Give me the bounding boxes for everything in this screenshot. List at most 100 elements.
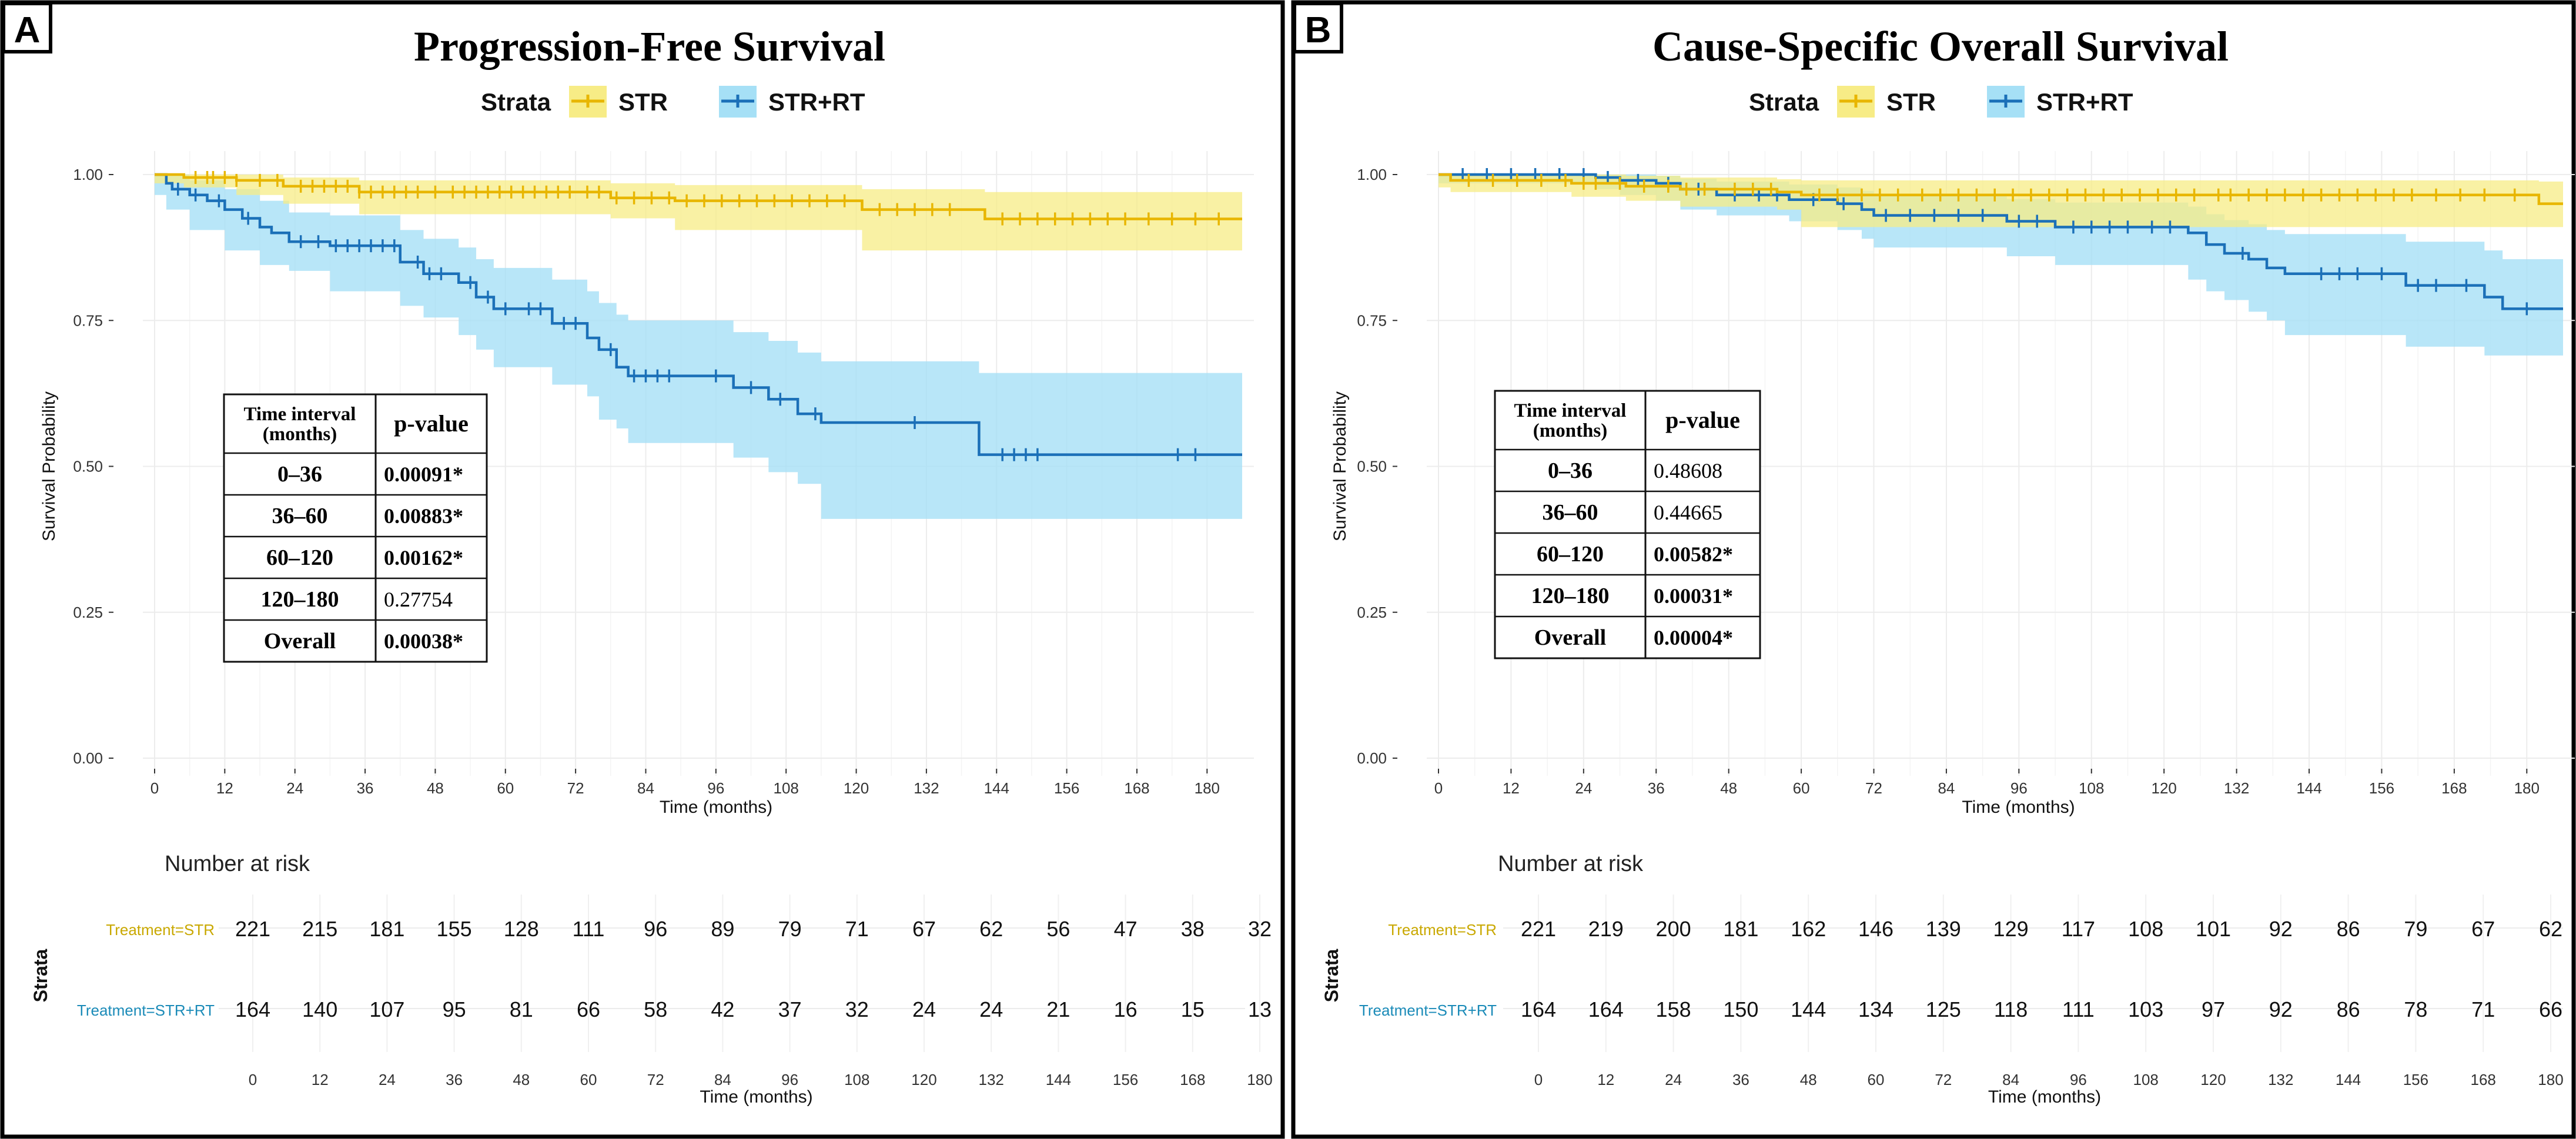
risk-x-tick-label: 108 — [2133, 1071, 2159, 1088]
pvalue-interval: 36–60 — [272, 504, 328, 528]
x-tick-label: 36 — [1648, 779, 1665, 797]
risk-x-tick-label: 108 — [844, 1071, 869, 1088]
risk-count: 32 — [845, 997, 869, 1021]
risk-x-tick-label: 120 — [911, 1071, 936, 1088]
pvalue-header-interval-unit: (months) — [1533, 420, 1608, 441]
risk-x-tick-label: 180 — [2538, 1071, 2563, 1088]
x-axis-label: Time (months) — [1962, 798, 2075, 817]
y-tick-label: 0.25 — [1357, 604, 1387, 621]
risk-count: 118 — [1994, 997, 2028, 1021]
risk-count: 79 — [2404, 917, 2427, 941]
risk-count: 103 — [2128, 997, 2163, 1021]
risk-x-tick-label: 36 — [1732, 1071, 1749, 1088]
risk-table-title: Number at risk — [165, 852, 310, 876]
legend-item-str: STR — [569, 86, 668, 118]
y-axis-label: Survival Probability — [39, 391, 59, 541]
risk-x-tick-label: 156 — [1113, 1071, 1138, 1088]
risk-count: 16 — [1114, 997, 1138, 1021]
x-tick-label: 72 — [567, 779, 584, 797]
y-tick-label: 0.00 — [73, 749, 103, 767]
risk-count: 181 — [1723, 917, 1758, 941]
risk-count: 38 — [1181, 917, 1205, 941]
x-tick-label: 180 — [1195, 779, 1220, 797]
pvalue-interval: Overall — [1534, 625, 1606, 650]
risk-count: 21 — [1046, 997, 1070, 1021]
panel-border — [1291, 0, 2576, 1139]
x-tick-label: 120 — [2151, 779, 2176, 797]
legend-label-strrt: STR+RT — [768, 88, 865, 116]
x-tick-label: 120 — [844, 779, 869, 797]
risk-count: 125 — [1926, 997, 1961, 1021]
risk-count: 128 — [504, 917, 539, 941]
y-tick-label: 1.00 — [73, 166, 103, 183]
risk-x-tick-label: 96 — [781, 1071, 798, 1088]
x-tick-label: 60 — [1793, 779, 1810, 797]
risk-count: 129 — [1993, 917, 2029, 941]
x-tick-label: 48 — [1720, 779, 1737, 797]
pvalue-value: 0.27754 — [384, 588, 453, 611]
panel-a: A Progression-Free Survival Strata STR STR+R… — [0, 0, 1285, 1139]
pvalue-value: 0.44665 — [1654, 501, 1722, 524]
risk-table-y-label: Strata — [30, 949, 51, 1002]
risk-count: 24 — [912, 997, 936, 1021]
risk-table-y-label: Strata — [1321, 949, 1342, 1002]
survival-curve-str — [1438, 173, 2563, 205]
x-tick-label: 144 — [2296, 779, 2321, 797]
legend-item-str: STR — [1837, 86, 1936, 118]
risk-count: 92 — [2269, 997, 2293, 1021]
risk-count: 67 — [912, 917, 936, 941]
risk-count: 86 — [2337, 917, 2360, 941]
y-tick-label: 1.00 — [1357, 166, 1387, 183]
risk-count: 221 — [235, 917, 270, 941]
series-str — [155, 170, 1242, 226]
x-tick-label: 96 — [707, 779, 724, 797]
x-tick-label: 132 — [2224, 779, 2249, 797]
risk-count: 144 — [1791, 997, 1826, 1021]
risk-x-tick-label: 96 — [2070, 1071, 2087, 1088]
pvalue-interval: 60–120 — [266, 545, 333, 570]
risk-x-tick-label: 48 — [513, 1071, 530, 1088]
risk-x-tick-label: 60 — [1868, 1071, 1885, 1088]
pvalue-value: 0.00582* — [1654, 542, 1733, 566]
risk-count: 164 — [1588, 997, 1624, 1021]
risk-count: 81 — [510, 997, 533, 1021]
risk-count: 158 — [1656, 997, 1691, 1021]
y-tick-label: 0.50 — [73, 458, 103, 475]
risk-table: Number at risk Treatment=STR 221 215 181 155 1… — [30, 852, 1273, 1107]
risk-x-axis-label: Time (months) — [1988, 1087, 2101, 1107]
risk-count: 13 — [1248, 997, 1272, 1021]
risk-count: 150 — [1723, 997, 1758, 1021]
risk-count: 200 — [1656, 917, 1691, 941]
risk-x-tick-label: 48 — [1800, 1071, 1817, 1088]
pvalue-header-interval-unit: (months) — [263, 424, 337, 445]
x-tick-label: 0 — [1434, 779, 1443, 797]
risk-count: 146 — [1858, 917, 1893, 941]
risk-count: 221 — [1521, 917, 1556, 941]
risk-count: 96 — [644, 917, 667, 941]
risk-count: 42 — [711, 997, 734, 1021]
pvalue-interval: Overall — [264, 629, 336, 654]
chart-title: Cause-Specific Overall Survival — [1652, 23, 2229, 70]
x-tick-label: 168 — [1124, 779, 1149, 797]
legend-item-strrt: STR+RT — [719, 86, 865, 118]
legend-label-str: STR — [1886, 88, 1936, 116]
risk-count: 108 — [2128, 917, 2163, 941]
pvalue-interval: 120–180 — [1531, 584, 1610, 608]
y-axis: 0.00 0.25 0.50 0.75 1.00 Survival Probability — [1330, 166, 1397, 767]
risk-count: 78 — [2404, 997, 2427, 1021]
risk-x-tick-label: 84 — [714, 1071, 731, 1088]
risk-x-tick-label: 0 — [1534, 1071, 1543, 1088]
risk-x-tick-label: 72 — [647, 1071, 664, 1088]
pvalue-interval: 36–60 — [1543, 500, 1598, 525]
risk-count: 215 — [302, 917, 337, 941]
pvalue-table: Time interval(months) p-value 0–36 0.00091*… — [223, 393, 488, 663]
ci-band-strrt — [155, 175, 1242, 519]
risk-x-tick-label: 156 — [2403, 1071, 2428, 1088]
x-tick-label: 48 — [427, 779, 444, 797]
pvalue-value: 0.48608 — [1654, 459, 1722, 483]
x-tick-label: 84 — [1938, 779, 1955, 797]
risk-count: 71 — [845, 917, 869, 941]
pvalue-interval: 0–36 — [277, 462, 322, 487]
risk-row-label-str: Treatment=STR — [1388, 921, 1497, 939]
y-tick-label: 0.25 — [73, 604, 103, 621]
